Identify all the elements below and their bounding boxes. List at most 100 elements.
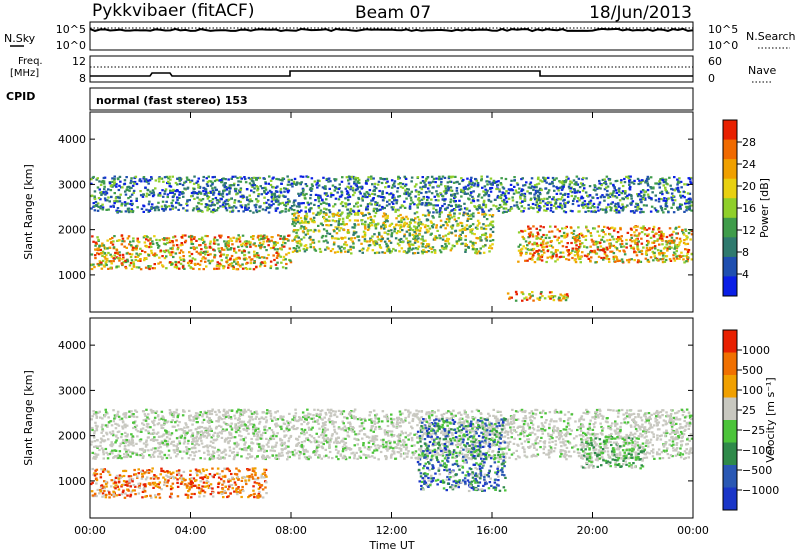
data-cell <box>227 236 230 239</box>
data-cell <box>337 222 340 225</box>
data-cell <box>124 259 127 262</box>
data-cell <box>381 205 384 209</box>
data-cell <box>537 249 541 252</box>
data-cell <box>242 448 246 452</box>
data-cell <box>397 224 401 227</box>
data-cell <box>523 440 527 443</box>
data-cell <box>533 193 536 196</box>
data-cell <box>334 410 337 413</box>
data-cell <box>660 238 663 241</box>
data-cell <box>458 182 461 185</box>
data-cell <box>450 194 453 197</box>
data-cell <box>373 224 377 227</box>
data-cell <box>342 222 345 225</box>
data-cell <box>531 249 534 252</box>
data-cell <box>508 296 512 299</box>
data-cell <box>608 242 611 245</box>
data-cell <box>346 203 350 206</box>
data-cell <box>215 209 219 212</box>
data-cell <box>302 247 306 251</box>
data-cell <box>682 258 685 261</box>
data-cell <box>408 192 412 195</box>
data-cell <box>153 252 157 255</box>
data-cell <box>644 441 648 444</box>
data-cell <box>147 182 150 185</box>
data-cell <box>120 243 124 246</box>
data-cell <box>205 177 208 180</box>
data-cell <box>385 191 389 195</box>
data-cell <box>142 205 146 208</box>
data-cell <box>101 208 105 211</box>
data-cell <box>404 408 407 412</box>
data-cell <box>333 242 336 245</box>
data-cell <box>227 266 230 269</box>
data-cell <box>238 237 241 241</box>
data-cell <box>654 256 657 260</box>
data-cell <box>582 235 585 238</box>
data-cell <box>300 219 304 223</box>
data-cell <box>504 197 508 200</box>
data-cell <box>300 423 303 426</box>
data-cell <box>123 179 127 182</box>
data-cell <box>218 262 221 265</box>
data-cell <box>182 195 185 198</box>
data-cell <box>557 296 561 299</box>
data-cell <box>106 425 109 428</box>
data-cell <box>440 180 443 184</box>
data-cell <box>616 258 619 261</box>
data-cell <box>432 211 435 214</box>
data-cell <box>358 249 362 253</box>
data-cell <box>508 209 512 212</box>
data-cell <box>567 193 570 196</box>
data-cell <box>390 222 394 225</box>
data-cell <box>672 211 676 214</box>
data-cell <box>139 268 143 271</box>
data-cell <box>592 202 596 205</box>
data-cell <box>288 200 291 203</box>
data-cell <box>120 457 123 460</box>
data-cell <box>385 219 388 222</box>
data-cell <box>287 209 290 212</box>
data-cell <box>232 205 236 208</box>
data-cell <box>519 197 522 200</box>
data-cell <box>581 182 584 185</box>
power-panel-frame <box>89 111 694 313</box>
data-cell <box>444 187 448 190</box>
data-cell <box>282 258 285 261</box>
data-cell <box>296 220 300 224</box>
data-cell <box>276 418 279 421</box>
data-cell <box>536 258 539 261</box>
data-cell <box>532 254 535 257</box>
data-cell <box>293 238 296 241</box>
data-cell <box>269 436 272 439</box>
data-cell <box>247 176 251 180</box>
data-cell <box>531 426 535 429</box>
data-cell <box>559 186 562 189</box>
data-cell <box>178 191 182 194</box>
data-cell <box>206 235 209 238</box>
data-cell <box>199 192 203 195</box>
data-cell <box>644 198 647 201</box>
data-cell <box>543 246 546 249</box>
data-cell <box>393 227 397 230</box>
data-cell <box>385 204 389 207</box>
data-cell <box>408 245 411 248</box>
data-cell <box>143 235 147 238</box>
data-cell <box>435 226 438 229</box>
data-cell <box>176 189 179 192</box>
data-cell <box>668 245 671 248</box>
data-cell <box>523 451 526 454</box>
data-cell <box>206 195 209 198</box>
data-cell <box>337 198 341 201</box>
data-cell <box>211 181 214 184</box>
data-cell <box>182 442 186 445</box>
data-cell <box>657 227 661 230</box>
data-cell <box>275 441 278 444</box>
data-cell <box>190 235 194 238</box>
data-cell <box>398 182 402 185</box>
data-cell <box>669 184 672 187</box>
data-cell <box>332 205 335 208</box>
data-cell <box>344 202 348 205</box>
data-cell <box>189 181 192 184</box>
data-cell <box>291 217 295 221</box>
